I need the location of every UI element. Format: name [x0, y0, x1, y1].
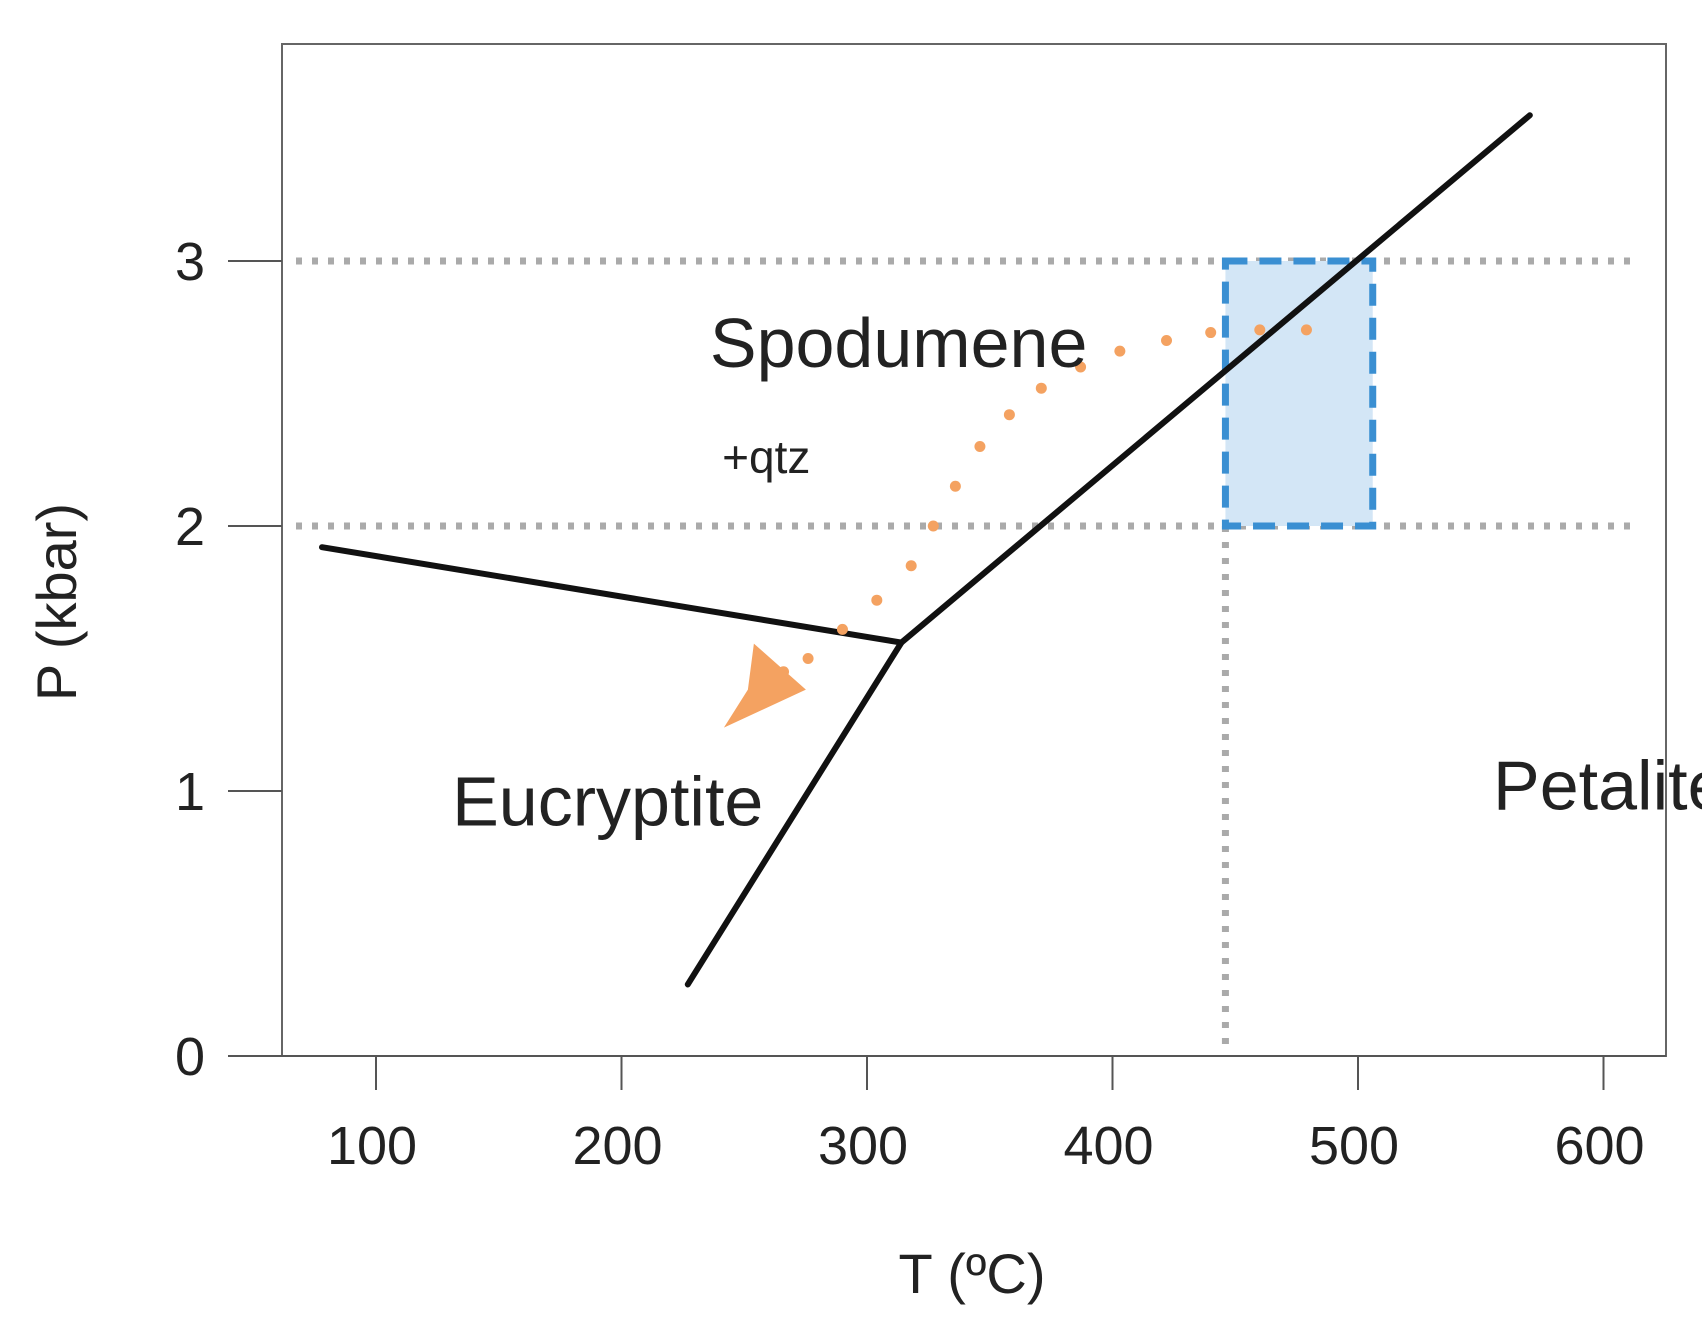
- path-point-13: [871, 594, 883, 606]
- pt-path: [723, 324, 1312, 728]
- path-point-9: [974, 441, 986, 452]
- y-axis-label: P (kbar): [25, 503, 88, 701]
- x-tick-label-300: 300: [818, 1116, 908, 1176]
- path-arrowhead: [723, 643, 806, 728]
- phase-boundary-1: [318, 544, 905, 646]
- path-point-15: [802, 653, 814, 664]
- y-tick-label-1: 1: [175, 762, 205, 822]
- path-point-5: [1114, 345, 1126, 357]
- path-point-4: [1161, 335, 1173, 346]
- phase-boundaries: [318, 112, 1533, 988]
- region-label-petalite: Petalite: [1493, 747, 1702, 825]
- y-tick-label-3: 3: [175, 232, 205, 292]
- y-tick-label-0: 0: [175, 1027, 205, 1087]
- axes: 100 200 300 400 500 600 0 1 2 3: [175, 232, 1666, 1176]
- x-tick-label-100: 100: [327, 1116, 417, 1176]
- path-point-1: [1300, 324, 1312, 336]
- highlight-region: [1221, 257, 1377, 530]
- path-point-8: [1003, 409, 1015, 421]
- path-point-10: [949, 480, 961, 492]
- phase-boundary-3: [898, 112, 1533, 646]
- path-point-2: [1254, 324, 1266, 336]
- x-tick-label-500: 500: [1309, 1116, 1399, 1176]
- region-labels: Spodumene +qtz Eucryptite Petalite: [452, 304, 1702, 840]
- phase-boundary-2: [684, 639, 905, 988]
- x-tick-label-600: 600: [1554, 1116, 1644, 1176]
- path-point-12: [905, 560, 917, 572]
- path-point-14: [836, 623, 848, 635]
- path-point-3: [1205, 327, 1217, 339]
- x-axis-label: T (ºC): [899, 1242, 1046, 1305]
- path-point-7: [1035, 382, 1047, 394]
- y-tick-label-2: 2: [175, 497, 205, 557]
- path-point-11: [927, 520, 939, 532]
- region-label-spodumene: Spodumene: [710, 304, 1088, 382]
- x-tick-label-400: 400: [1063, 1116, 1153, 1176]
- highlight-box: [1221, 257, 1377, 530]
- plot-frame: [281, 43, 1667, 1057]
- region-label-qtz: +qtz: [722, 431, 810, 483]
- reference-lines: [296, 257, 1640, 1054]
- path-point-6: [1075, 361, 1087, 373]
- region-label-eucryptite: Eucryptite: [452, 762, 763, 840]
- x-tick-label-200: 200: [572, 1116, 662, 1176]
